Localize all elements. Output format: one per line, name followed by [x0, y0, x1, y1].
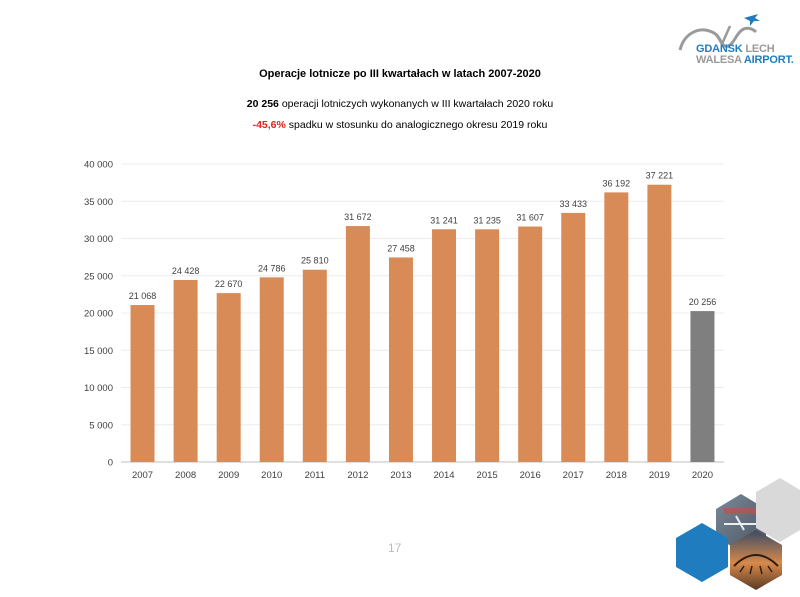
logo-swoosh-icon — [678, 26, 758, 51]
airport-logo — [678, 14, 760, 51]
x-tick-label: 2008 — [175, 470, 196, 481]
hexagon-photo-terminal — [730, 530, 782, 590]
plane-icon — [744, 14, 760, 26]
x-tick-label: 2007 — [132, 470, 153, 481]
logo-word-airport: AIRPORT. — [743, 54, 794, 66]
bar — [432, 229, 457, 462]
data-label: 33 433 — [559, 199, 587, 209]
bar — [690, 311, 715, 462]
x-tick-label: 2017 — [563, 470, 584, 481]
bar — [173, 280, 198, 462]
data-label: 27 458 — [387, 243, 415, 253]
x-tick-label: 2011 — [305, 470, 325, 481]
data-label: 31 241 — [430, 215, 458, 225]
bar — [259, 277, 284, 462]
y-tick-label: 30 000 — [84, 234, 113, 245]
logo-word-lech: LECH — [745, 43, 775, 55]
bar — [561, 212, 586, 462]
page-number: 17 — [388, 541, 402, 555]
subtitle-change: -45,6% spadku w stosunku do analogiczneg… — [0, 119, 800, 131]
bar — [302, 269, 327, 462]
bar — [647, 184, 672, 462]
x-tick-label: 2010 — [261, 470, 282, 481]
data-label: 31 672 — [344, 212, 372, 222]
y-tick-label: 5 000 — [89, 420, 113, 431]
data-label: 24 428 — [172, 266, 200, 276]
hexagon-gray — [756, 478, 800, 542]
bar — [345, 226, 370, 462]
subtitle-operations: 20 256 operacji lotniczych wykonanych w … — [0, 98, 800, 110]
x-tick-label: 2009 — [218, 470, 239, 481]
data-label: 36 192 — [603, 178, 631, 188]
logo-text: GDANSK LECH WALESA AIRPORT. — [696, 44, 794, 66]
data-label: 21 068 — [129, 291, 157, 301]
change-value: -45,6% — [252, 119, 286, 131]
y-tick-label: 40 000 — [84, 160, 113, 171]
data-label: 37 221 — [646, 171, 674, 181]
data-label: 24 786 — [258, 263, 286, 273]
data-label: 25 810 — [301, 256, 329, 266]
data-label: 31 607 — [516, 213, 544, 223]
y-tick-label: 20 000 — [84, 309, 113, 320]
bar — [388, 257, 413, 462]
y-tick-label: 25 000 — [84, 271, 113, 282]
change-text: spadku w stosunku do analogicznego okres… — [288, 119, 548, 131]
bar — [518, 226, 543, 462]
data-label: 31 235 — [473, 215, 501, 225]
x-tick-label: 2020 — [692, 470, 713, 481]
bar — [216, 293, 241, 462]
x-tick-label: 2019 — [649, 470, 670, 481]
y-tick-label: 35 000 — [84, 197, 113, 208]
bar — [604, 192, 629, 462]
bar — [130, 305, 155, 462]
data-label: 22 670 — [215, 279, 243, 289]
x-tick-label: 2015 — [477, 470, 498, 481]
logo-word-gdansk: GDANSK — [696, 43, 743, 55]
data-label: 20 256 — [689, 297, 717, 307]
y-tick-label: 0 — [108, 458, 113, 469]
x-tick-label: 2012 — [347, 470, 368, 481]
operations-value: 20 256 — [246, 98, 279, 110]
operations-text: operacji lotniczych wykonanych w III kwa… — [281, 98, 554, 110]
bar — [475, 229, 500, 462]
x-tick-label: 2014 — [433, 470, 454, 481]
page-title: Operacje lotnicze po III kwartałach w la… — [259, 68, 541, 80]
y-tick-label: 15 000 — [84, 346, 113, 357]
y-tick-label: 10 000 — [84, 383, 113, 394]
x-tick-label: 2018 — [606, 470, 627, 481]
x-tick-label: 2016 — [520, 470, 541, 481]
x-tick-label: 2013 — [390, 470, 411, 481]
logo-word-walesa: WALESA — [696, 54, 742, 66]
hexagon-blue — [676, 523, 728, 582]
